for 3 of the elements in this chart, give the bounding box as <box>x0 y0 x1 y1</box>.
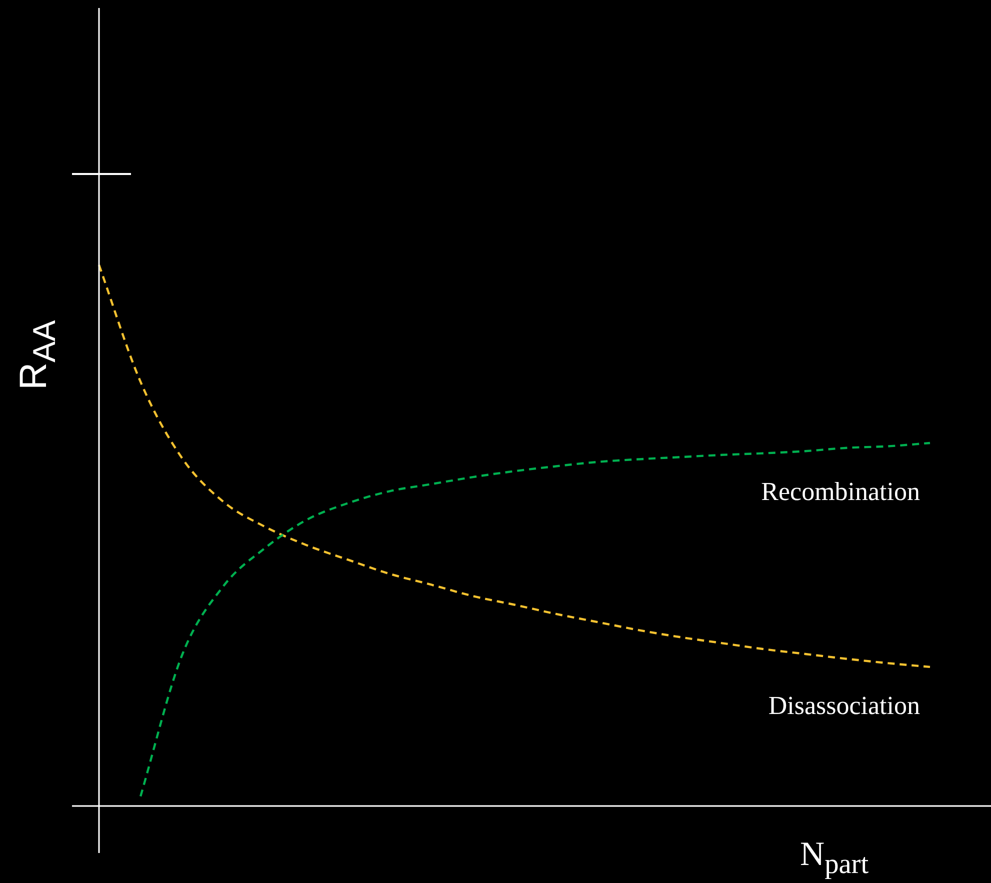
series-label: Recombination <box>761 476 920 506</box>
x-axis-title: N$_{part}$ <box>800 836 869 880</box>
series-label: Disassociation <box>768 690 920 720</box>
